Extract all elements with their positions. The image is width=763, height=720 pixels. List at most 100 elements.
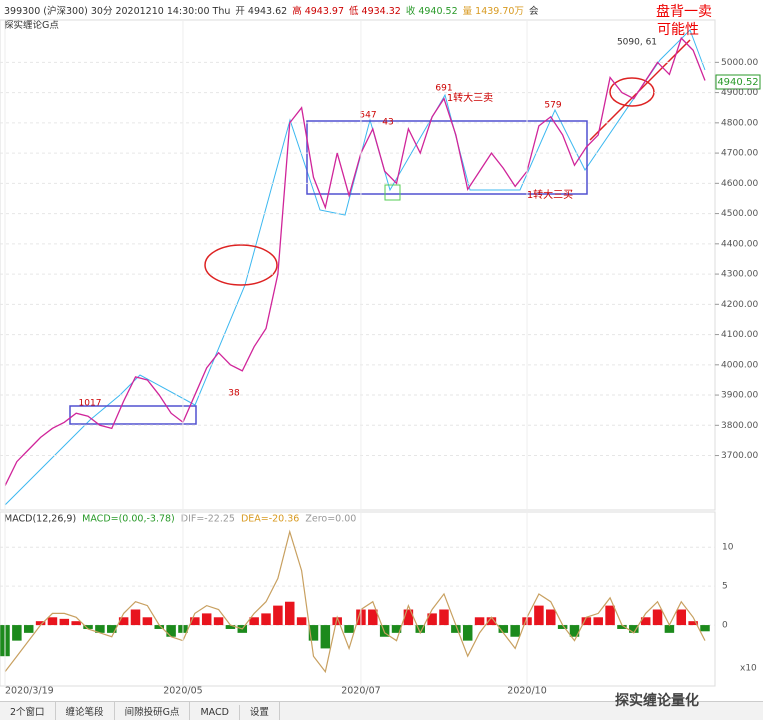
macd-bar [296, 617, 307, 626]
macd-bar [118, 617, 129, 626]
toolbar-button[interactable]: 间隙投研G点 [115, 702, 191, 720]
macd-bar [285, 601, 295, 626]
y-tick-label: 4900.00 [721, 88, 758, 98]
macd-frame [0, 511, 716, 687]
macd-bar [379, 625, 390, 637]
macd-bar [368, 609, 378, 626]
macd-bar [190, 617, 200, 626]
x-tick-label: 2020/05 [163, 686, 202, 697]
macd-bar [332, 617, 342, 626]
macd-bar [474, 617, 485, 626]
y-tick-label: 0 [722, 621, 728, 631]
toolbar-button[interactable]: 设置 [240, 702, 280, 720]
y-tick-label: 3800.00 [721, 421, 758, 431]
macd-bar [166, 625, 176, 637]
macd-bar [308, 625, 319, 641]
annotation: 5090, 61 [617, 38, 657, 48]
y-tick-label: 4400.00 [721, 239, 758, 249]
y-tick-label: 4100.00 [721, 330, 758, 340]
macd-bar [12, 625, 22, 641]
annotation: 547 [359, 111, 376, 121]
main-frame [0, 19, 716, 511]
macd-bar [664, 625, 675, 633]
legend-text: MACD(12,26,9) [4, 514, 76, 525]
macd-bar [130, 609, 141, 626]
macd-bar [629, 625, 639, 633]
x-tick-label: 2020/07 [341, 686, 380, 697]
marker-box [384, 184, 401, 201]
x-tick-label: 2020/3/19 [5, 686, 54, 697]
macd-bar [617, 625, 627, 629]
macd-bar [557, 625, 568, 629]
toolbar: 2个窗口 缠论笔段 间隙投研G点 MACD 设置 [0, 701, 763, 720]
indicator-name: 探实缠论G点 [4, 20, 59, 31]
macd-bar [142, 617, 153, 626]
price-line [4, 36, 706, 487]
y-tick-label: 10 [722, 543, 734, 553]
macd-bar [546, 609, 556, 626]
highlight-ellipse [204, 244, 278, 286]
dif-line [4, 529, 706, 674]
legend-text: Zero=0.00 [305, 514, 356, 525]
annotation: 691 [435, 84, 452, 94]
macd-bar [498, 625, 509, 633]
chart: 4940.52 3700.00 3800.00 3900.00 4000.00 4100… [0, 3, 761, 697]
macd-bar [676, 609, 687, 626]
macd-bar [439, 609, 449, 626]
macd-bar [451, 625, 461, 633]
zone-box [69, 405, 197, 425]
macd-bar [23, 625, 34, 633]
macd-bar [261, 613, 271, 626]
toolbar-button[interactable]: 2个窗口 [0, 702, 56, 720]
header-item: 开 4943.62 [235, 6, 288, 17]
annotation: 盘背一卖 [656, 3, 712, 20]
macd-bar [581, 617, 592, 626]
header: 399300 (沪深300) 30分 20201210 14:30:00 Thu… [4, 3, 548, 17]
legend-text: DEA=-20.36 [241, 514, 299, 525]
y-tick-label: 5000.00 [721, 58, 758, 68]
macd-bar [47, 617, 58, 626]
macd-bar [415, 625, 425, 633]
macd-bar [688, 621, 698, 626]
header-item: 高 4943.97 [292, 6, 344, 17]
macd-bar [225, 625, 236, 629]
y-tick-label: 4800.00 [721, 118, 758, 128]
legend-text: MACD=(0.00,-3.78) [82, 514, 175, 525]
price-tag [715, 74, 761, 90]
highlight-ellipse [609, 77, 655, 107]
annotation: 1017 [79, 399, 102, 409]
y-tick-label: 3700.00 [721, 451, 758, 461]
toolbar-button[interactable]: 缠论笔段 [56, 702, 115, 720]
macd-bar [427, 613, 437, 626]
y-tick-label: 4500.00 [721, 209, 758, 219]
macd-bar [700, 625, 710, 632]
macd-bar [652, 609, 663, 626]
annotation: 1转大三卖 [447, 91, 493, 104]
unit-label: x10 [740, 664, 757, 674]
macd-bar [640, 617, 651, 626]
macd-bar [486, 617, 497, 626]
macd-bar [462, 625, 473, 641]
macd-bar [154, 625, 164, 629]
macd-bar [320, 625, 331, 649]
annotation: 可能性 [657, 22, 699, 38]
y-tick-label: 3900.00 [721, 391, 758, 401]
y-tick-label: 4200.00 [721, 300, 758, 310]
macd-bar [249, 617, 259, 626]
zone-box [306, 120, 588, 195]
stroke-lines [4, 29, 706, 506]
annotation: 38 [228, 389, 240, 399]
watermark: 探实缠论量化 [615, 693, 699, 709]
macd-bar [569, 625, 580, 637]
header-items: 开 4943.62 高 4943.97 低 4934.32 收 4940.52 量 14… [235, 6, 543, 17]
header-title: 399300 (沪深300) 30分 20201210 14:30:00 Thu [4, 6, 231, 17]
macd-bar [403, 609, 414, 626]
macd-bar [95, 625, 105, 633]
macd-bar [213, 617, 224, 626]
x-tick-label: 2020/10 [507, 686, 546, 697]
y-tick-label: 4700.00 [721, 149, 758, 159]
toolbar-button[interactable]: MACD [190, 705, 240, 720]
macd-bar [273, 605, 283, 626]
macd-bar [201, 613, 212, 626]
